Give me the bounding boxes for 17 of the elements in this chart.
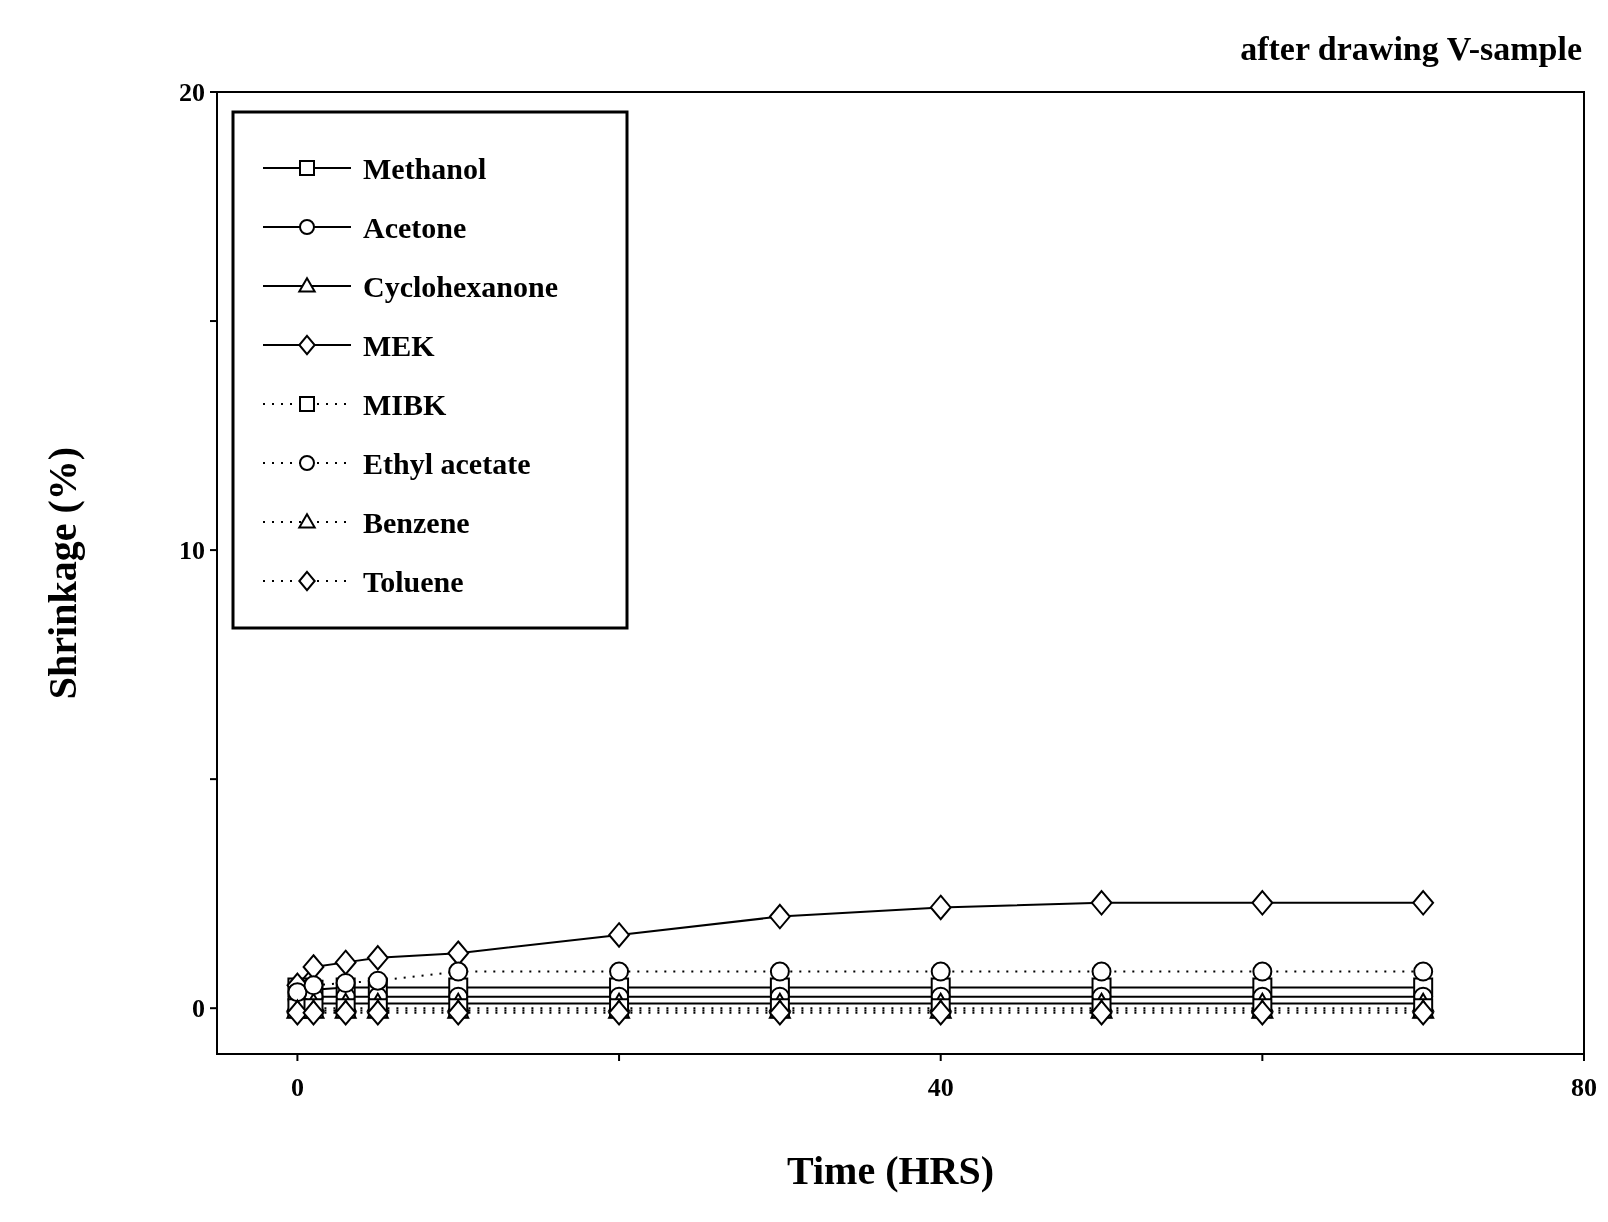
y-tick-label: 10 xyxy=(179,536,205,566)
x-axis-title: Time (HRS) xyxy=(786,1148,995,1193)
legend-label: MEK xyxy=(363,328,436,362)
y-tick-label: 0 xyxy=(192,994,205,1024)
legend-label: Ethyl acetate xyxy=(363,446,531,480)
y-axis-title: Shrinkage (%) xyxy=(40,446,85,700)
legend-label: Cyclohexanone xyxy=(363,269,558,303)
legend-label: Methanol xyxy=(363,151,487,185)
chart-title: after drawing V-sample xyxy=(1240,30,1582,67)
legend-label: MIBK xyxy=(363,387,447,421)
legend-label: Toluene xyxy=(363,564,464,598)
y-tick-label: 20 xyxy=(179,78,205,108)
x-tick-label: 40 xyxy=(927,1073,954,1102)
legend-label: Acetone xyxy=(363,210,467,244)
x-tick-label: 80 xyxy=(1571,1073,1597,1102)
legend-label: Benzene xyxy=(363,505,470,539)
x-tick-label: 0 xyxy=(290,1073,304,1102)
